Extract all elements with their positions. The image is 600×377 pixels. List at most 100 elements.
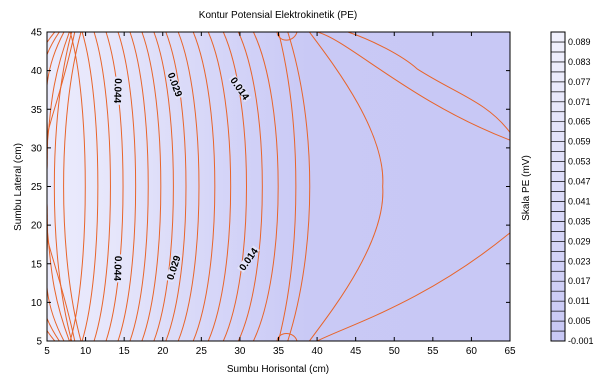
colorbar-bin <box>550 231 566 242</box>
colorbar-tick-label: 0.023 <box>568 256 591 266</box>
x-tick-label: 60 <box>466 346 478 357</box>
contour-line <box>165 32 187 341</box>
contour-line <box>237 32 263 341</box>
contour-line <box>47 228 70 341</box>
y-tick-label: 15 <box>31 259 43 270</box>
contour-line <box>47 32 70 145</box>
contour-line <box>141 32 162 341</box>
contour-line <box>252 32 279 341</box>
contour-line <box>129 32 149 341</box>
colorbar-bin <box>550 161 566 172</box>
colorbar-tick-label: 0.053 <box>568 157 591 167</box>
colorbar-tick-label: 0.089 <box>568 37 591 47</box>
contour-line <box>81 32 99 341</box>
colorbar-bin <box>550 241 566 252</box>
colorbar-tick-label: 0.011 <box>568 296 590 306</box>
contour-line <box>153 32 174 341</box>
colorbar-tick-label: 0.041 <box>568 196 591 206</box>
colorbar-tick-label: 0.005 <box>568 316 591 326</box>
colorbar-bin <box>550 51 566 63</box>
colorbar-bin <box>550 151 566 162</box>
x-tick-label: 35 <box>273 346 285 357</box>
colorbar-tick-label: 0.035 <box>568 216 591 226</box>
colorbar-bin <box>550 250 566 262</box>
contour-line <box>347 32 510 133</box>
colorbar-bin <box>550 171 566 182</box>
y-axis-label: Sumbu Lateral (cm) <box>13 143 24 231</box>
x-tick-label: 55 <box>427 346 439 357</box>
contour-line <box>316 232 510 341</box>
colorbar-tick-label: 0.059 <box>568 137 591 147</box>
colorbar-tick-label: 0.065 <box>568 117 591 127</box>
colorbar-bin <box>550 320 566 332</box>
contour-line <box>276 32 298 41</box>
colorbar-bin <box>550 181 566 192</box>
contour-line <box>117 32 137 341</box>
y-tick-label: 25 <box>31 182 43 193</box>
colorbar-bin <box>550 121 566 132</box>
colorbar-tick-label: -0.001 <box>568 336 594 346</box>
y-tick-label: 20 <box>31 221 43 232</box>
colorbar-tick-label: 0.047 <box>568 177 591 187</box>
contour-line <box>177 32 200 341</box>
colorbar-bin <box>550 330 566 342</box>
colorbar-bin <box>550 310 566 322</box>
colorbar-tick-label: 0.071 <box>568 97 591 107</box>
colorbar-bin <box>550 280 566 292</box>
x-axis-ticks: 5 10 15 20 25 30 35 40 45 50 55 60 65 <box>44 32 516 357</box>
colorbar-bin <box>550 141 566 152</box>
contour-label-bg <box>113 254 123 283</box>
contour-label-bg <box>166 70 184 100</box>
contour-line <box>53 32 73 341</box>
x-tick-label: 40 <box>312 346 324 357</box>
contour-line <box>63 32 82 341</box>
contour-line <box>316 32 510 141</box>
contour-line <box>287 32 311 341</box>
colorbar-bin <box>550 211 566 222</box>
contour-line <box>69 32 86 341</box>
y-tick-label: 35 <box>31 105 43 116</box>
contour-label: 0.044 <box>111 256 123 282</box>
contour-line <box>308 32 384 341</box>
colorbar-tick-label: 0.017 <box>568 276 591 286</box>
colorbar-bin <box>550 91 566 103</box>
y-tick-label: 45 <box>31 28 43 39</box>
colorbar-bin <box>550 71 566 83</box>
colorbar-bin <box>550 290 566 302</box>
colorbar-bin <box>550 31 566 43</box>
colorbar: 0.089 0.083 0.077 0.071 0.065 0.059 0.053 0.047… <box>550 31 594 346</box>
colorbar-bin <box>550 270 566 282</box>
x-tick-label: 45 <box>350 346 362 357</box>
chart-title: Kontur Potensial Elektrokinetik (PE) <box>199 10 357 21</box>
colorbar-frame <box>550 31 566 342</box>
contour-line <box>222 32 247 341</box>
contour-label-bg <box>113 76 123 105</box>
contour-line <box>276 332 298 341</box>
colorbar-bin <box>550 260 566 272</box>
contour-label-bg <box>228 74 252 103</box>
colorbar-bin <box>550 191 566 202</box>
x-tick-label: 50 <box>389 346 401 357</box>
x-tick-label: 15 <box>119 346 131 357</box>
colorbar-tick-label: 0.083 <box>568 57 591 67</box>
contour-line <box>105 32 124 341</box>
y-tick-label: 40 <box>31 66 43 77</box>
y-tick-label: 5 <box>36 337 42 348</box>
contour-line <box>93 32 111 341</box>
contour-label: 0.044 <box>111 78 123 104</box>
colorbar-label: Skala PE (mV) <box>521 155 532 221</box>
colorbar-bin <box>550 41 566 53</box>
colorbar-tick-label: 0.077 <box>568 77 591 87</box>
x-tick-label: 65 <box>504 346 516 357</box>
x-tick-label: 10 <box>80 346 92 357</box>
colorbar-bin <box>550 111 566 123</box>
contour-label-bg <box>165 253 182 283</box>
colorbar-bin <box>550 101 566 113</box>
x-tick-label: 20 <box>157 346 169 357</box>
y-tick-label: 30 <box>31 143 43 154</box>
contour-line <box>192 32 216 341</box>
y-tick-label: 10 <box>31 298 43 309</box>
colorbar-bin <box>550 201 566 212</box>
